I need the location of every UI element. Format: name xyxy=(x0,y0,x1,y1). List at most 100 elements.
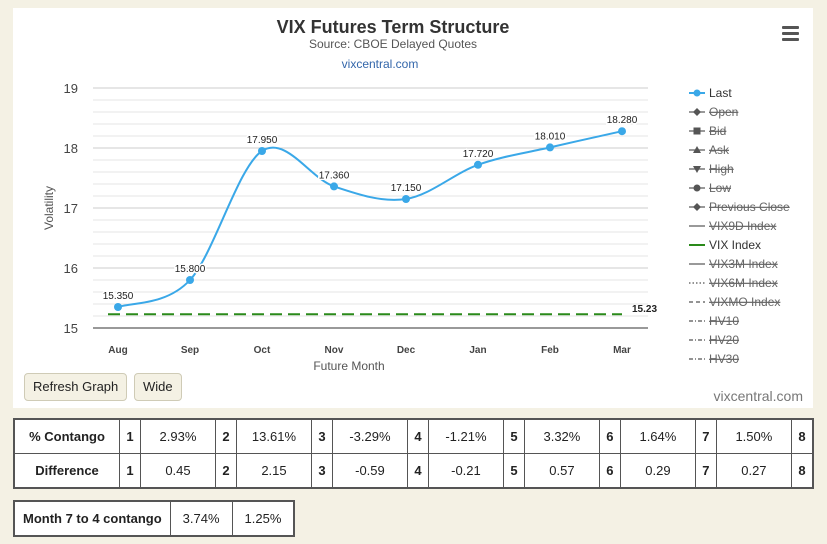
legend-label: VIXMO Index xyxy=(709,295,780,309)
contango-value: 0.29 xyxy=(619,453,696,489)
month-number: 1 xyxy=(119,418,141,454)
legend-marker xyxy=(693,146,701,153)
x-tick-label: Sep xyxy=(181,345,199,356)
legend-item[interactable]: Last xyxy=(689,86,732,100)
y-axis-ticks: 15 16 17 18 19 xyxy=(64,81,78,336)
chart-panel: VIX Futures Term Structure Source: CBOE … xyxy=(13,8,813,408)
contango-value: -3.29% xyxy=(331,418,408,454)
legend-label: Previous Close xyxy=(709,200,790,214)
contango-value: 0.45 xyxy=(139,453,216,489)
month-number: 8 xyxy=(790,453,814,489)
menu-icon[interactable] xyxy=(782,26,799,44)
last-data-label: 17.720 xyxy=(463,149,494,160)
legend-marker xyxy=(693,166,701,173)
month-number: 5 xyxy=(502,453,525,489)
legend-label: Bid xyxy=(709,124,726,138)
month-number: 3 xyxy=(310,418,333,454)
month-number: 2 xyxy=(214,418,237,454)
last-point xyxy=(402,195,410,203)
chart-subtitle: Source: CBOE Delayed Quotes xyxy=(309,37,477,51)
month-contango-value: 1.25% xyxy=(231,500,295,537)
term-structure-chart: VIX Futures Term Structure Source: CBOE … xyxy=(42,17,790,373)
x-tick-label: Oct xyxy=(254,345,271,356)
series-group: 15.23 15.350 15.800 17.950 17.360 17.150 17.72… xyxy=(101,114,657,316)
legend-item[interactable]: HV10 xyxy=(689,314,739,328)
legend-item[interactable]: VIX9D Index xyxy=(689,219,776,233)
legend-label: VIX9D Index xyxy=(709,219,776,233)
contango-row: Difference 1 0.45 2 2.15 3 -0.59 4 -0.21 5 0.57 6 0.… xyxy=(13,453,814,489)
month-contango-value: 3.74% xyxy=(169,500,233,537)
legend-label: HV10 xyxy=(709,314,739,328)
contango-table: % Contango 1 2.93% 2 13.61% 3 -3.29% 4 -1.21% 5 3.… xyxy=(13,418,814,489)
legend-item[interactable]: VIXMO Index xyxy=(689,295,780,309)
legend-item[interactable]: VIX6M Index xyxy=(689,276,778,290)
legend[interactable]: Last Open Bid Ask High Low Previous Close VIX9D… xyxy=(689,86,790,366)
legend-item[interactable]: VIX3M Index xyxy=(689,257,778,271)
refresh-graph-button[interactable]: Refresh Graph xyxy=(24,373,128,401)
contango-value: 2.93% xyxy=(139,418,216,454)
legend-marker xyxy=(693,89,701,97)
y-tick-label: 19 xyxy=(64,81,78,96)
legend-label: High xyxy=(709,162,734,176)
x-tick-label: Dec xyxy=(397,345,416,356)
legend-label: Open xyxy=(709,105,738,119)
source-link[interactable]: vixcentral.com xyxy=(342,57,419,71)
legend-item[interactable]: Low xyxy=(689,181,731,195)
contango-value: 0.57 xyxy=(523,453,600,489)
legend-item[interactable]: VIX Index xyxy=(689,238,761,252)
contango-value: -0.59 xyxy=(331,453,408,489)
legend-item[interactable]: HV20 xyxy=(689,333,739,347)
chart-title: VIX Futures Term Structure xyxy=(277,17,510,37)
legend-marker xyxy=(693,108,701,116)
y-tick-label: 18 xyxy=(64,141,78,156)
x-tick-label: Nov xyxy=(325,345,344,356)
legend-label: VIX6M Index xyxy=(709,276,778,290)
wide-button[interactable]: Wide xyxy=(134,373,182,401)
contango-value: 13.61% xyxy=(235,418,312,454)
legend-item[interactable]: Ask xyxy=(689,143,730,157)
month-number: 4 xyxy=(406,453,429,489)
legend-label: HV30 xyxy=(709,352,739,366)
month-number: 6 xyxy=(598,453,621,489)
contango-value: -0.21 xyxy=(427,453,504,489)
y-tick-label: 16 xyxy=(64,261,78,276)
last-point xyxy=(474,160,482,169)
legend-item[interactable]: Open xyxy=(689,105,738,119)
x-axis-label: Future Month xyxy=(313,359,384,373)
month-number: 2 xyxy=(214,453,237,489)
month-contango-label: Month 7 to 4 contango xyxy=(13,500,171,537)
vix-index-label: 15.23 xyxy=(632,304,657,315)
last-data-label: 18.280 xyxy=(607,115,638,126)
last-series-line xyxy=(117,130,623,308)
month-number: 6 xyxy=(598,418,621,454)
last-data-label: 15.800 xyxy=(175,264,206,275)
last-data-label: 18.010 xyxy=(535,131,566,142)
last-point xyxy=(546,143,554,152)
last-point xyxy=(114,303,122,311)
credit-text: vixcentral.com xyxy=(713,388,803,404)
month-contango-row: Month 7 to 4 contango 3.74% 1.25% xyxy=(13,500,295,537)
month-contango-table: Month 7 to 4 contango 3.74% 1.25% xyxy=(13,500,296,537)
legend-item[interactable]: Bid xyxy=(689,124,726,138)
month-number: 3 xyxy=(310,453,333,489)
legend-item[interactable]: HV30 xyxy=(689,352,739,366)
legend-label: HV20 xyxy=(709,333,739,347)
x-tick-label: Aug xyxy=(108,345,127,356)
contango-value: 1.50% xyxy=(715,418,792,454)
month-number: 5 xyxy=(502,418,525,454)
legend-marker xyxy=(693,203,701,211)
x-axis-ticks: Aug Sep Oct Nov Dec Jan Feb Mar xyxy=(108,345,631,356)
legend-item[interactable]: High xyxy=(689,162,734,176)
contango-value: 1.64% xyxy=(619,418,696,454)
last-point xyxy=(618,127,626,136)
legend-label: Last xyxy=(709,86,732,100)
x-tick-label: Jan xyxy=(469,345,486,356)
month-number: 8 xyxy=(790,418,814,454)
month-number: 4 xyxy=(406,418,429,454)
legend-label: VIX3M Index xyxy=(709,257,778,271)
contango-value: 2.15 xyxy=(235,453,312,489)
contango-value: 3.32% xyxy=(523,418,600,454)
grid-lines xyxy=(93,87,648,329)
legend-item[interactable]: Previous Close xyxy=(689,200,790,214)
row-label: Difference xyxy=(13,453,120,489)
